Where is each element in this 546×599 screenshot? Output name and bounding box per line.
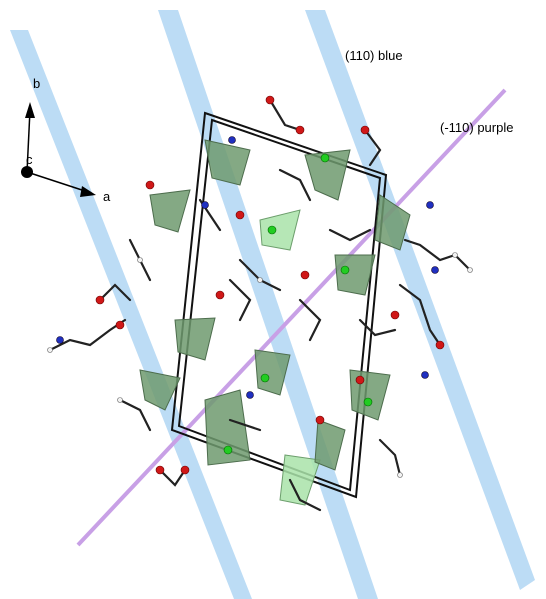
atom: [236, 211, 244, 219]
polyhedron: [260, 210, 300, 250]
atom: [156, 466, 164, 474]
atom: [468, 268, 473, 273]
crystal-structure: b c a (110) blue (-110) purple: [0, 0, 546, 599]
atom: [296, 126, 304, 134]
atom: [261, 374, 269, 382]
atom: [216, 291, 224, 299]
polyhedron: [205, 140, 250, 185]
atom: [247, 392, 254, 399]
atom: [258, 278, 263, 283]
atom: [266, 96, 274, 104]
atom: [48, 348, 53, 353]
atom: [301, 271, 309, 279]
atom: [268, 226, 276, 234]
polyhedron: [350, 370, 390, 420]
atom: [138, 258, 143, 263]
atom: [361, 126, 369, 134]
atom: [436, 341, 444, 349]
plane-label: (-110) purple: [440, 120, 513, 135]
atom: [202, 202, 209, 209]
atom: [181, 466, 189, 474]
atom: [422, 372, 429, 379]
atom: [398, 473, 403, 478]
atom: [229, 137, 236, 144]
axis-label: c: [26, 152, 33, 167]
atom: [391, 311, 399, 319]
unit-cell: [172, 113, 386, 497]
polyhedron: [315, 420, 345, 470]
atom: [224, 446, 232, 454]
axis-label: b: [33, 76, 40, 91]
polyhedron: [150, 190, 190, 232]
plane-label: (110) blue: [345, 48, 403, 63]
atom: [321, 154, 329, 162]
atom: [118, 398, 123, 403]
polyhedron: [280, 455, 320, 505]
polyhedron: [175, 318, 215, 360]
atom: [453, 253, 458, 258]
atom: [364, 398, 372, 406]
page: b c a (110) blue (-110) purple (() => { …: [0, 0, 546, 599]
axis-label: a: [103, 189, 111, 204]
atom: [96, 296, 104, 304]
axis-c: [21, 166, 33, 178]
atom: [57, 337, 64, 344]
atom: [356, 376, 364, 384]
plane-110: [10, 30, 252, 599]
atom: [432, 267, 439, 274]
arrowhead: [25, 102, 35, 118]
atom: [316, 416, 324, 424]
atom: [116, 321, 124, 329]
atom: [341, 266, 349, 274]
atom: [146, 181, 154, 189]
atom: [427, 202, 434, 209]
polyhedron: [255, 350, 290, 395]
